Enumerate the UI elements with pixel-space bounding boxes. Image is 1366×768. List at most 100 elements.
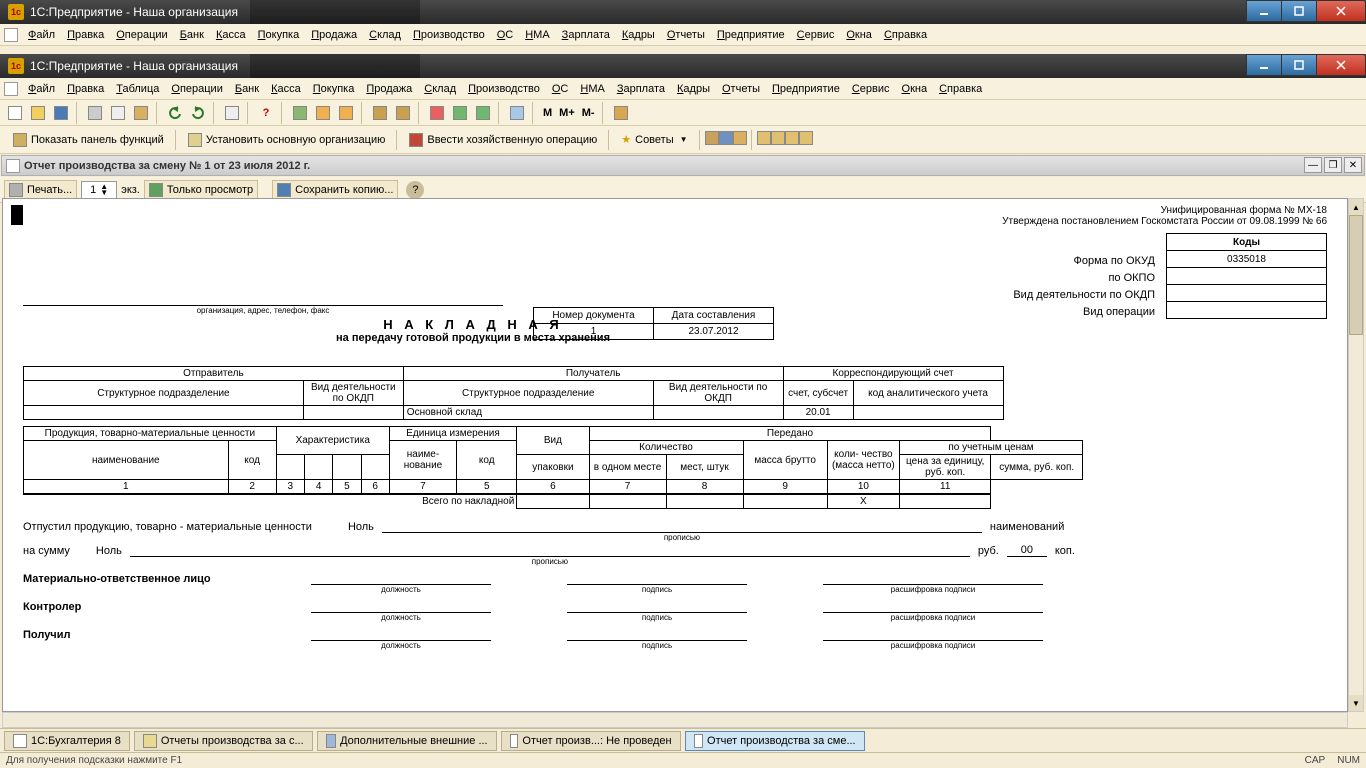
maximize-button[interactable] bbox=[1281, 0, 1317, 22]
menu-item[interactable]: НМА bbox=[574, 81, 610, 97]
numdate-table: Номер документаДата составления 123.07.2… bbox=[533, 307, 774, 340]
menu-item[interactable]: Касса bbox=[210, 27, 252, 43]
menu-item[interactable]: Окна bbox=[840, 27, 878, 43]
doc-minimize-button[interactable]: — bbox=[1304, 157, 1322, 173]
minimize-button[interactable] bbox=[1246, 54, 1282, 76]
show-panel-button[interactable]: Показать панель функций bbox=[6, 130, 171, 150]
tb-icon[interactable] bbox=[506, 102, 528, 124]
redo-icon[interactable] bbox=[187, 102, 209, 124]
menu-item[interactable]: Отчеты bbox=[661, 27, 711, 43]
copy-icon[interactable] bbox=[107, 102, 129, 124]
vertical-scrollbar[interactable]: ▲ ▼ bbox=[1348, 198, 1364, 712]
tb-icon[interactable] bbox=[785, 131, 799, 148]
close-button[interactable] bbox=[1316, 0, 1366, 22]
open-icon[interactable] bbox=[27, 102, 49, 124]
menu-item[interactable]: Производство bbox=[407, 27, 491, 43]
menu-item[interactable]: Окна bbox=[896, 81, 934, 97]
menu-item[interactable]: Предприятие bbox=[711, 27, 791, 43]
menu-item[interactable]: Зарплата bbox=[556, 27, 616, 43]
app-tab-active[interactable]: Отчет производства за сме... bbox=[685, 731, 865, 751]
tb-icon[interactable] bbox=[705, 131, 719, 148]
help-icon[interactable]: ? bbox=[406, 181, 424, 199]
print-button[interactable]: Печать... bbox=[4, 180, 77, 200]
tb-icon[interactable] bbox=[449, 102, 471, 124]
menu-item[interactable]: Справка bbox=[933, 81, 988, 97]
tb-icon[interactable] bbox=[426, 102, 448, 124]
app-tab[interactable]: Отчет произв...: Не проведен bbox=[501, 731, 681, 751]
doc-restore-button[interactable]: ❐ bbox=[1324, 157, 1342, 173]
status-hint: Для получения подсказки нажмите F1 bbox=[6, 755, 182, 766]
menu-item[interactable]: Операции bbox=[110, 27, 173, 43]
menu-item[interactable]: Правка bbox=[61, 27, 110, 43]
menu-item[interactable]: Производство bbox=[462, 81, 546, 97]
doc-close-button[interactable]: ✕ bbox=[1344, 157, 1362, 173]
menu-item[interactable]: Банк bbox=[174, 27, 210, 43]
menu-item[interactable]: Продажа bbox=[360, 81, 418, 97]
new-icon[interactable] bbox=[4, 102, 26, 124]
tb-icon[interactable] bbox=[312, 102, 334, 124]
tb-icon[interactable] bbox=[771, 131, 785, 148]
tb-icon[interactable] bbox=[392, 102, 414, 124]
tb-icon[interactable] bbox=[369, 102, 391, 124]
menu-item[interactable]: Склад bbox=[363, 27, 407, 43]
set-org-button[interactable]: Установить основную организацию bbox=[181, 130, 393, 150]
menu-item[interactable]: Операции bbox=[165, 81, 228, 97]
scroll-up-icon[interactable]: ▲ bbox=[1349, 199, 1363, 215]
menu-item[interactable]: НМА bbox=[519, 27, 555, 43]
save-icon[interactable] bbox=[50, 102, 72, 124]
tb-icon[interactable] bbox=[335, 102, 357, 124]
app-tab[interactable]: 1С:Бухгалтерия 8 bbox=[4, 731, 130, 751]
paste-icon[interactable] bbox=[130, 102, 152, 124]
codes-labels: Форма по ОКУД по ОКПО Вид деятельности п… bbox=[1013, 253, 1155, 321]
menu-item[interactable]: Кадры bbox=[616, 27, 661, 43]
tb-icon[interactable] bbox=[719, 131, 733, 148]
menu-item[interactable]: Банк bbox=[229, 81, 265, 97]
menu-item[interactable]: Склад bbox=[418, 81, 462, 97]
copies-spinner[interactable]: 1▲▼ bbox=[81, 181, 117, 199]
menu-item[interactable]: Правка bbox=[61, 81, 110, 97]
scroll-thumb[interactable] bbox=[1349, 215, 1363, 335]
tb-icon[interactable] bbox=[472, 102, 494, 124]
save-copy-button[interactable]: Сохранить копию... bbox=[272, 180, 398, 200]
document-title: Отчет производства за смену № 1 от 23 ию… bbox=[24, 160, 310, 172]
minimize-button[interactable] bbox=[1246, 0, 1282, 22]
undo-icon[interactable] bbox=[164, 102, 186, 124]
menu-item[interactable]: Зарплата bbox=[611, 81, 671, 97]
app-tab[interactable]: Отчеты производства за с... bbox=[134, 731, 313, 751]
menu-item[interactable]: Сервис bbox=[846, 81, 896, 97]
horizontal-scrollbar[interactable] bbox=[2, 712, 1348, 728]
tb-icon[interactable] bbox=[289, 102, 311, 124]
tb-icon[interactable] bbox=[610, 102, 632, 124]
find-icon[interactable] bbox=[221, 102, 243, 124]
memory-mminus-button[interactable]: M- bbox=[579, 107, 598, 119]
menu-item[interactable]: Покупка bbox=[307, 81, 361, 97]
cut-icon[interactable] bbox=[84, 102, 106, 124]
menu-item[interactable]: Файл bbox=[22, 27, 61, 43]
menu-item[interactable]: Таблица bbox=[110, 81, 165, 97]
tb-icon[interactable] bbox=[799, 131, 813, 148]
menu-item[interactable]: Кадры bbox=[671, 81, 716, 97]
tb-icon[interactable] bbox=[757, 131, 771, 148]
memory-mplus-button[interactable]: M+ bbox=[556, 107, 578, 119]
menu-item[interactable]: Продажа bbox=[305, 27, 363, 43]
menu-item[interactable]: Предприятие bbox=[766, 81, 846, 97]
enter-op-button[interactable]: Ввести хозяйственную операцию bbox=[402, 130, 604, 150]
app-tab[interactable]: Дополнительные внешние ... bbox=[317, 731, 497, 751]
help-icon[interactable]: ? bbox=[255, 102, 277, 124]
menu-item[interactable]: Сервис bbox=[791, 27, 841, 43]
memory-m-button[interactable]: M bbox=[540, 107, 555, 119]
advice-button[interactable]: ★Советы▼ bbox=[614, 130, 694, 149]
menu-item[interactable]: Касса bbox=[265, 81, 307, 97]
menu-item[interactable]: ОС bbox=[491, 27, 520, 43]
menu-item[interactable]: Покупка bbox=[252, 27, 306, 43]
menu-item[interactable]: Файл bbox=[22, 81, 61, 97]
tb-icon[interactable] bbox=[733, 131, 747, 148]
menu-item[interactable]: Справка bbox=[878, 27, 933, 43]
preview-button[interactable]: Только просмотр bbox=[144, 180, 258, 200]
close-button[interactable] bbox=[1316, 54, 1366, 76]
menu-item[interactable]: ОС bbox=[546, 81, 575, 97]
menu-item[interactable]: Отчеты bbox=[716, 81, 766, 97]
scroll-down-icon[interactable]: ▼ bbox=[1349, 695, 1363, 711]
maximize-button[interactable] bbox=[1281, 54, 1317, 76]
status-num: NUM bbox=[1337, 755, 1360, 766]
